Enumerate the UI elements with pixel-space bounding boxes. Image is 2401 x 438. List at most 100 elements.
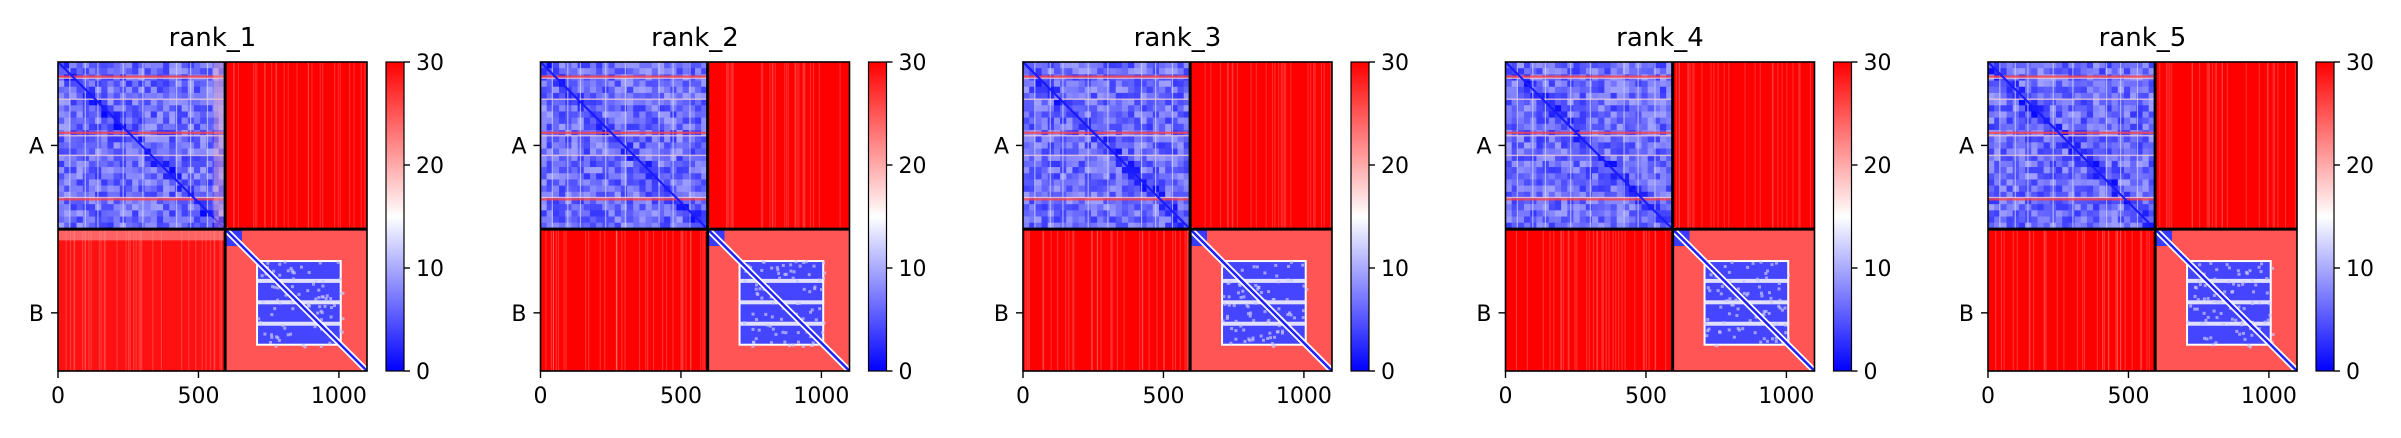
colorbar-tick-label: 10: [416, 257, 444, 282]
x-tick-label: 1000: [311, 384, 367, 409]
off-diagonal-texture: [1995, 62, 2296, 371]
subplot-4: rank_4 0 500 1000 A B 0 10 20 30: [1476, 23, 1891, 409]
chain-b-texture: [705, 227, 852, 374]
subplot-2: rank_2 0 500 1000 A B 0 10 20 30: [511, 23, 926, 409]
axes-frame: [57, 61, 368, 372]
colorbar-tick-label: 10: [1864, 257, 1892, 282]
chain-boundaries: [1988, 62, 2297, 371]
heatmap-block-A-B: [1672, 62, 1815, 230]
y-tick-label: B: [1476, 302, 1491, 327]
x-tick-label: 1000: [793, 384, 849, 409]
colorbar-tick-label: 0: [1864, 360, 1878, 385]
pae-heatmap: [1987, 61, 2300, 374]
heatmap-block-B-A: [540, 229, 708, 371]
x-tick-label: 500: [1142, 384, 1184, 409]
colorbar-tick-label: 30: [416, 51, 444, 76]
colorbar-tick-label: 20: [416, 154, 444, 179]
x-tick-label: 0: [534, 384, 548, 409]
chain-a-texture: [539, 61, 709, 230]
heatmap-block-B-A: [1023, 229, 1191, 371]
chain-b-texture: [2153, 227, 2300, 374]
colorbar-tick-label: 10: [2346, 257, 2374, 282]
y-tick-label: A: [1476, 134, 1491, 159]
chain-b-texture: [1188, 227, 1335, 374]
heatmap-block-B-A: [1988, 229, 2156, 371]
chain-a-texture: [1022, 61, 1191, 230]
x-tick-label: 500: [177, 384, 219, 409]
off-diagonal-texture: [545, 62, 841, 371]
y-tick-label: A: [511, 134, 526, 159]
y-tick-label: B: [994, 302, 1009, 327]
colorbar: 0 10 20 30: [1350, 51, 1409, 385]
heatmap-block-B-A: [1505, 229, 1673, 371]
colorbar-tick-label: 30: [899, 51, 927, 76]
colorbar-tick-label: 0: [2346, 360, 2360, 385]
y-tick-label: B: [511, 302, 526, 327]
axes-frame: [1504, 61, 1816, 372]
colorbar-tick-label: 20: [1864, 154, 1892, 179]
x-tick-label: 500: [1625, 384, 1667, 409]
y-tick-label: B: [1959, 302, 1974, 327]
y-tick-label: A: [29, 134, 44, 159]
colorbar-tick-label: 10: [899, 257, 927, 282]
chain-b-texture: [223, 227, 370, 374]
axes-frame: [1022, 61, 1333, 372]
y-tick-label: B: [29, 302, 44, 327]
chain-boundaries: [58, 62, 367, 371]
pae-heatmap: [539, 61, 852, 374]
subplot-title: rank_5: [2099, 23, 2187, 53]
chain-boundaries: [540, 62, 850, 371]
pae-heatmap: [57, 61, 370, 374]
subplot-1: rank_1 0 500 1000 A B 0 10 20 30: [29, 23, 444, 409]
chain-a-texture: [1504, 61, 1674, 230]
colorbar-tick-label: 0: [416, 360, 430, 385]
subplot-5: rank_5 0 500 1000 A B 0 10 20 30: [1959, 23, 2374, 409]
x-tick-label: 0: [1016, 384, 1030, 409]
axes-frame: [1987, 61, 2298, 372]
chain-b-texture: [1670, 227, 1817, 374]
x-tick-label: 500: [2107, 384, 2149, 409]
colorbar-tick-label: 30: [2346, 51, 2374, 76]
off-diagonal-texture: [1024, 62, 1332, 371]
off-diagonal-texture: [58, 62, 366, 371]
subplot-title: rank_3: [1134, 23, 1222, 53]
subplot-title: rank_1: [169, 23, 257, 53]
x-tick-label: 0: [1981, 384, 1995, 409]
pae-heatmap: [1022, 61, 1335, 374]
chain-a-texture: [1987, 61, 2156, 230]
heatmap-block-A-B: [2155, 62, 2297, 230]
subplot-title: rank_2: [651, 23, 739, 53]
colorbar-tick-label: 20: [1381, 154, 1409, 179]
colorbar: 0 10 20 30: [867, 51, 927, 385]
chain-boundaries: [1505, 62, 1815, 371]
x-tick-label: 1000: [1276, 384, 1332, 409]
chain-boundaries: [1023, 62, 1332, 371]
heatmap-block-A-B: [707, 62, 850, 230]
colorbar-tick-label: 20: [899, 154, 927, 179]
axes-frame: [539, 61, 851, 372]
y-tick-label: A: [1959, 134, 1974, 159]
x-tick-label: 500: [660, 384, 702, 409]
colorbar-tick-label: 30: [1381, 51, 1409, 76]
y-tick-label: A: [994, 134, 1009, 159]
heatmap-block-B-A: [58, 229, 226, 371]
colorbar-tick-label: 10: [1381, 257, 1409, 282]
x-tick-label: 0: [51, 384, 65, 409]
colorbar: 0 10 20 30: [2315, 51, 2374, 385]
colorbar: 0 10 20 30: [1832, 51, 1892, 385]
pae-heatmap: [1504, 61, 1817, 374]
subplot-title: rank_4: [1616, 23, 1704, 53]
x-tick-label: 0: [1499, 384, 1513, 409]
x-tick-label: 1000: [1758, 384, 1814, 409]
subplot-3: rank_3 0 500 1000 A B 0 10 20 30: [994, 23, 1409, 409]
heatmap-block-A-B: [1190, 62, 1332, 230]
colorbar-tick-label: 30: [1864, 51, 1892, 76]
chain-a-texture: [57, 61, 226, 230]
heatmap-block-A-B: [225, 62, 367, 230]
off-diagonal-texture: [1515, 62, 1812, 371]
colorbar-tick-label: 0: [899, 360, 913, 385]
colorbar: 0 10 20 30: [385, 51, 444, 385]
colorbar-tick-label: 0: [1381, 360, 1395, 385]
x-tick-label: 1000: [2241, 384, 2297, 409]
